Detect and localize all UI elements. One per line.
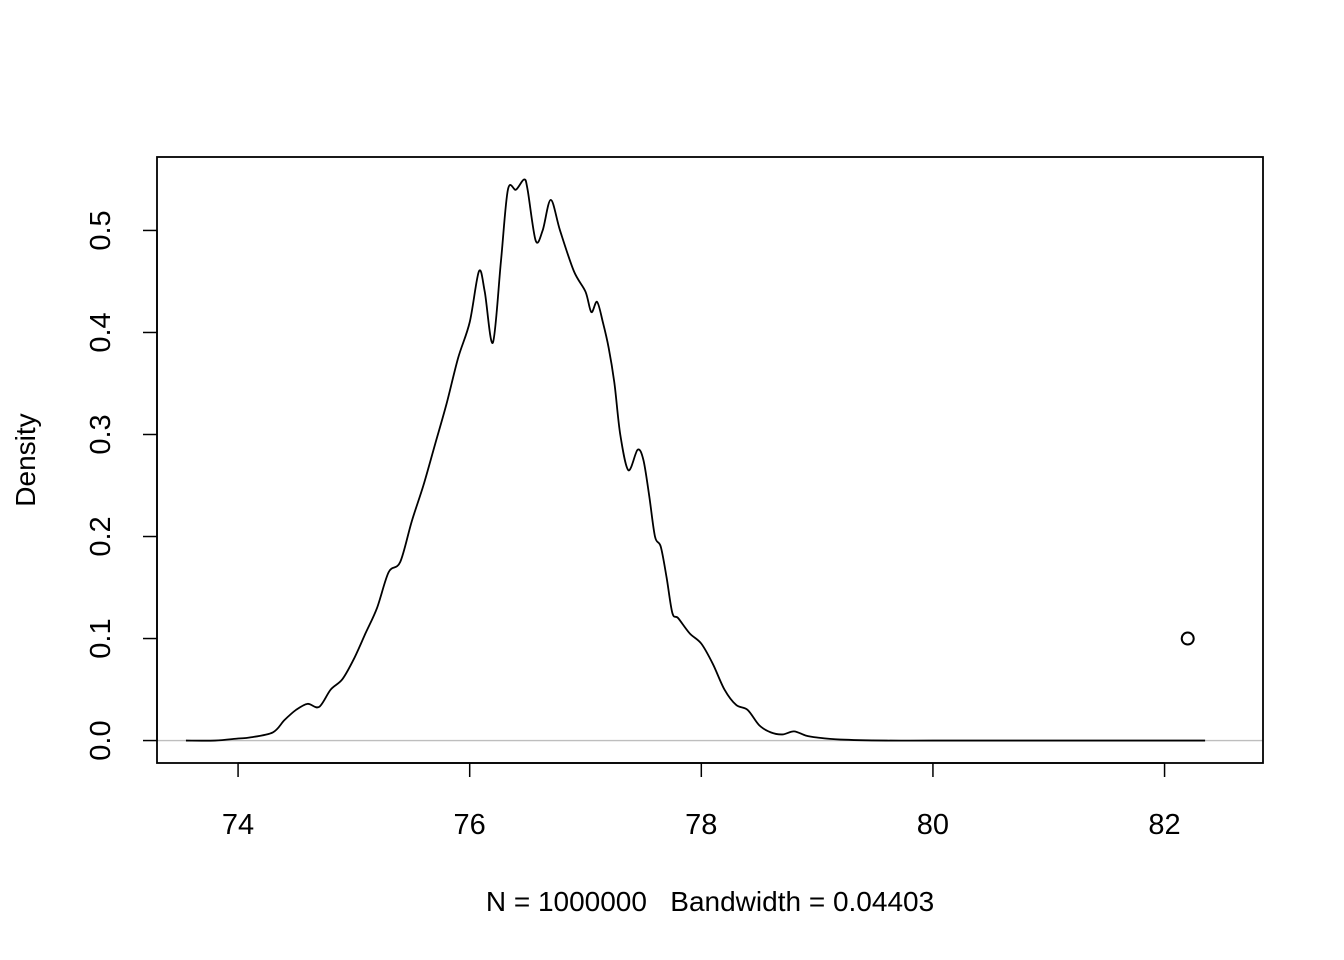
x-tick-label: 78 (685, 809, 717, 841)
y-tick-label: 0.4 (85, 312, 117, 352)
y-tick-label: 0.5 (85, 210, 117, 250)
y-tick-label: 0.3 (85, 414, 117, 454)
density-curve (185, 178, 1206, 742)
x-tick-label: 82 (1148, 809, 1180, 841)
y-tick-label: 0.2 (85, 516, 117, 556)
y-tick-label: 0.1 (85, 618, 117, 658)
y-tick-label: 0.0 (85, 720, 117, 760)
y-axis-title: Density (10, 413, 41, 506)
x-tick-label: 80 (917, 809, 949, 841)
x-tick-label: 74 (222, 809, 254, 841)
plot-frame (156, 156, 1264, 764)
x-tick-label: 76 (454, 809, 486, 841)
x-axis-title: N = 1000000 Bandwidth = 0.04403 (486, 886, 934, 917)
observed-point-marker (1180, 631, 1195, 646)
